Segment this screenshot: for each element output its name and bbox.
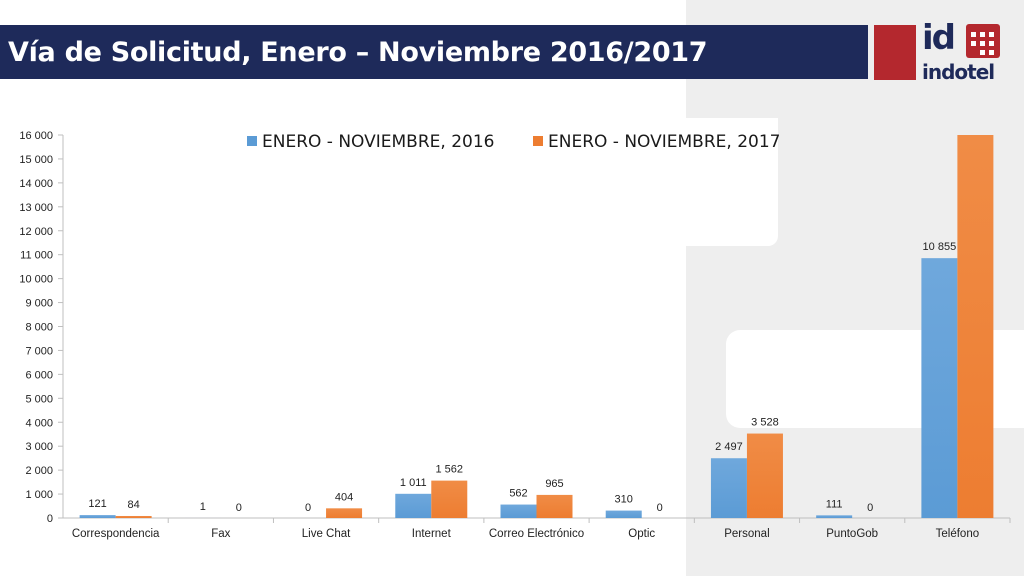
y-tick-label: 0 xyxy=(47,513,53,525)
y-tick-label: 15 000 xyxy=(19,154,53,166)
data-label: 0 xyxy=(867,502,873,514)
data-label: 0 xyxy=(657,502,663,514)
indotel-logo: id indotel xyxy=(922,18,1002,86)
data-label: 111 xyxy=(826,498,843,510)
data-label: 3 528 xyxy=(751,417,779,429)
x-tick-label: Live Chat xyxy=(302,528,351,540)
data-label: 0 xyxy=(236,502,242,514)
data-label: 121 xyxy=(88,498,106,510)
bar-2017 xyxy=(326,508,363,518)
data-label: 0 xyxy=(305,502,311,514)
data-label: 1 xyxy=(200,501,206,513)
y-tick-label: 11 000 xyxy=(20,250,53,262)
bar-2017 xyxy=(536,494,573,518)
legend-label-2017: ENERO - NOVIEMBRE, 2017 xyxy=(548,132,780,152)
bar-2017 xyxy=(957,135,994,518)
red-accent-block xyxy=(874,25,916,80)
data-label: 1 011 xyxy=(400,477,427,489)
x-tick-label: Personal xyxy=(724,528,769,540)
bar-2016 xyxy=(921,258,958,518)
data-label: 562 xyxy=(509,488,527,500)
y-tick-label: 6 000 xyxy=(25,369,53,381)
data-label: 1 562 xyxy=(436,464,464,476)
x-tick-label: Teléfono xyxy=(936,528,979,540)
bar-2016 xyxy=(500,504,537,518)
x-tick-label: Optic xyxy=(628,528,655,540)
logo-mark-icon xyxy=(966,24,1000,58)
x-tick-label: Correo Electrónico xyxy=(489,528,584,540)
legend-swatch-2016 xyxy=(247,136,257,146)
data-label: 2 497 xyxy=(715,441,743,453)
bar-2016 xyxy=(816,515,853,518)
background-cutout-top xyxy=(686,118,778,246)
x-tick-label: Correspondencia xyxy=(72,528,160,540)
bar-2017 xyxy=(431,480,468,518)
y-tick-label: 4 000 xyxy=(25,417,53,429)
y-tick-label: 1 000 xyxy=(25,489,53,501)
bar-2017 xyxy=(115,515,152,518)
x-tick-label: Fax xyxy=(211,528,230,540)
y-tick-label: 10 000 xyxy=(19,274,53,286)
y-tick-label: 7 000 xyxy=(25,345,53,357)
y-tick-label: 5 000 xyxy=(25,393,53,405)
legend-swatch-2017 xyxy=(533,136,543,146)
y-tick-label: 16 000 xyxy=(19,130,53,142)
page-title: Vía de Solicitud, Enero – Noviembre 2016… xyxy=(8,36,708,68)
bar-2016 xyxy=(710,458,747,518)
y-tick-label: 9 000 xyxy=(25,298,53,310)
bar-2016 xyxy=(79,515,116,518)
y-tick-label: 2 000 xyxy=(25,465,53,477)
legend-label-2016: ENERO - NOVIEMBRE, 2016 xyxy=(262,132,494,152)
data-label: 965 xyxy=(545,478,563,490)
data-label: 404 xyxy=(335,491,353,503)
title-bar: Vía de Solicitud, Enero – Noviembre 2016… xyxy=(0,25,868,79)
data-label: 10 855 xyxy=(923,241,957,253)
y-tick-label: 12 000 xyxy=(19,226,53,238)
y-tick-label: 3 000 xyxy=(25,441,53,453)
logo-wordmark: indotel xyxy=(922,60,995,84)
x-tick-label: Internet xyxy=(412,528,452,540)
bar-2016 xyxy=(605,510,642,518)
x-tick-label: PuntoGob xyxy=(826,528,878,540)
y-tick-label: 14 000 xyxy=(19,178,53,190)
bar-2017 xyxy=(746,433,783,518)
y-tick-label: 8 000 xyxy=(25,322,53,334)
bar-2016 xyxy=(395,493,432,518)
logo-id-text: id xyxy=(922,18,956,58)
data-label: 84 xyxy=(127,499,139,511)
data-label: 310 xyxy=(615,494,633,506)
y-tick-label: 13 000 xyxy=(19,202,53,214)
